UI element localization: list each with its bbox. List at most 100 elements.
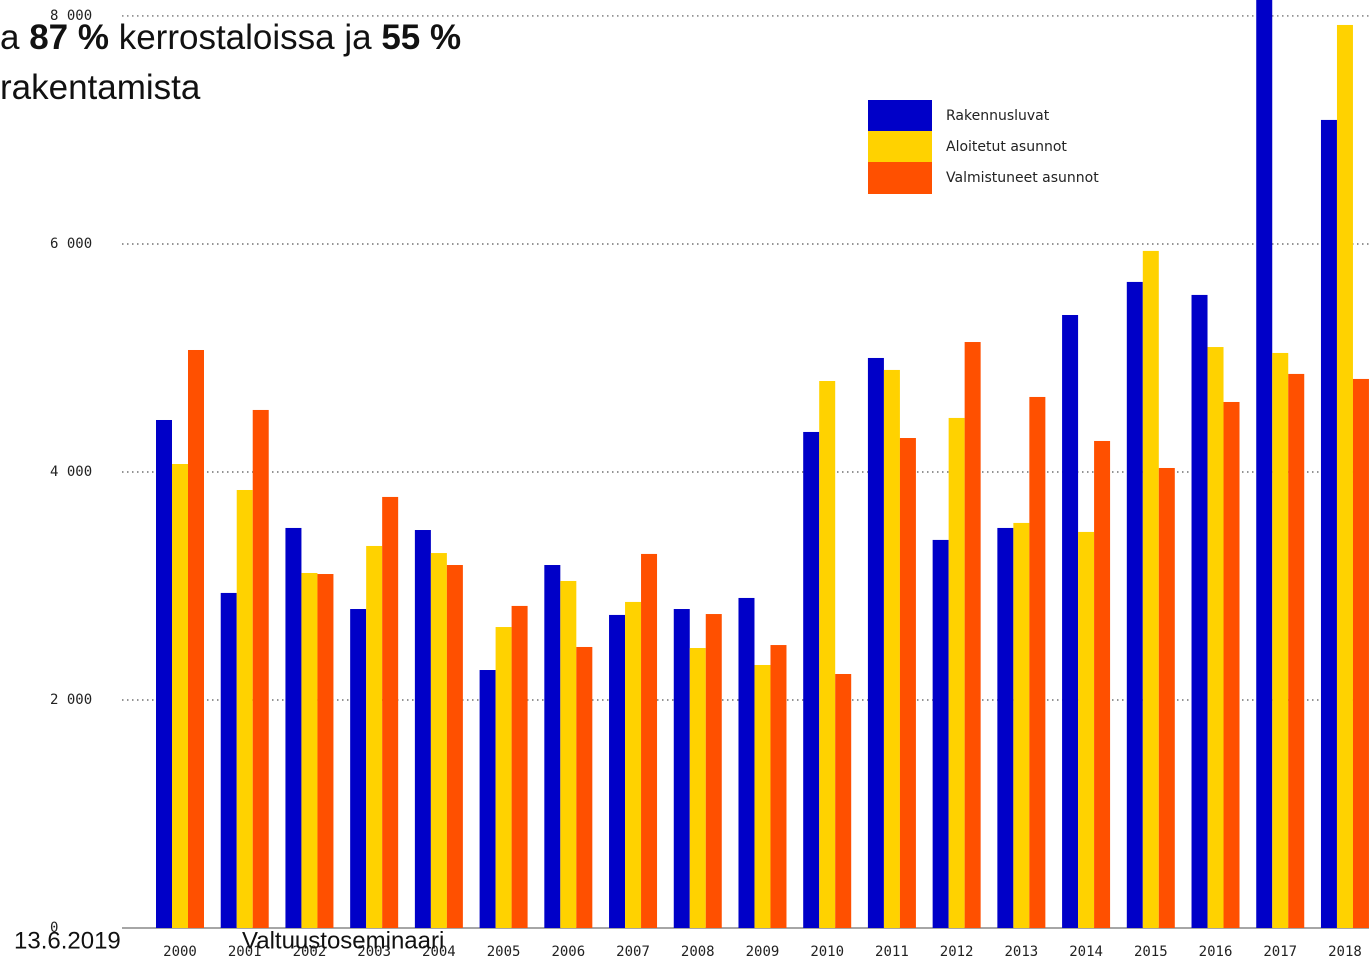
bar [673, 609, 690, 928]
bar [819, 381, 836, 928]
legend-label: Rakennusluvat [946, 108, 1050, 124]
x-tick-label: 2010 [810, 944, 844, 960]
x-tick-label: 2011 [875, 944, 909, 960]
y-tick-label: 2 000 [50, 692, 92, 708]
bar [172, 464, 188, 928]
bar [754, 664, 771, 928]
bar [1288, 373, 1305, 928]
bar [1320, 119, 1337, 928]
bar [1352, 378, 1369, 928]
legend-swatch [868, 131, 932, 163]
bar [803, 431, 820, 928]
title-part: rakentamista [0, 68, 201, 107]
labels: 0 2 000 4 000 6 000 8 000 2000 2001 2002 2003 200… [50, 8, 1362, 960]
bar [285, 527, 302, 928]
bar [899, 438, 916, 928]
x-tick-label: 2006 [551, 944, 585, 960]
bar [511, 605, 528, 928]
y-tick-label: 8 000 [50, 8, 92, 24]
legend-swatch [868, 100, 932, 132]
bar [414, 530, 431, 928]
bar [236, 489, 253, 928]
title-part: kerrostaloissa ja [109, 18, 381, 57]
x-tick-label: 2009 [746, 944, 780, 960]
bar [689, 648, 706, 928]
bar [1029, 396, 1046, 928]
x-tick-label: 2000 [163, 944, 197, 960]
bar [770, 645, 787, 928]
bar [560, 580, 577, 928]
x-tick-label: 2008 [681, 944, 715, 960]
bar [835, 673, 852, 928]
bar [641, 553, 658, 928]
x-tick-label: 2018 [1328, 944, 1362, 960]
footer-date: 13.6.2019 [14, 927, 121, 954]
title-part: a [0, 18, 29, 57]
bar [1078, 531, 1095, 928]
bar [576, 646, 593, 928]
legend-label: Aloitetut asunnot [946, 139, 1067, 155]
legend: Rakennusluvat Aloitetut asunnot Valmistune… [868, 100, 1099, 194]
title: a 87 % kerrostaloissa ja 55 % [0, 18, 461, 57]
x-tick-label: 2014 [1069, 944, 1103, 960]
y-tick-label: 4 000 [50, 464, 92, 480]
x-tick-label: 2003 [357, 944, 391, 960]
title-part: 87 % [29, 18, 109, 57]
bar [252, 409, 269, 928]
footer-event: Valtuustoseminaari [242, 927, 444, 954]
bar [705, 614, 722, 928]
x-tick-label: 2007 [616, 944, 650, 960]
x-tick-label: 2017 [1263, 944, 1297, 960]
bar [446, 565, 463, 928]
bars [156, 0, 1369, 928]
title: rakentamista [0, 68, 201, 107]
x-tick-label: 2005 [487, 944, 521, 960]
bar [1272, 352, 1289, 928]
bar [997, 527, 1014, 928]
x-tick-label: 2012 [940, 944, 974, 960]
x-tick-label: 2015 [1134, 944, 1168, 960]
bar [301, 572, 318, 928]
bar [1126, 281, 1143, 928]
bar [544, 565, 561, 928]
bar [964, 342, 981, 928]
bar [1223, 401, 1240, 928]
bar [1013, 522, 1030, 928]
bar [625, 601, 642, 928]
bar [1191, 294, 1208, 928]
bar [350, 609, 367, 928]
bar [738, 597, 755, 928]
y-tick-label: 6 000 [50, 236, 92, 252]
bar [932, 539, 949, 928]
title-part: 55 % [381, 18, 461, 57]
bar [883, 369, 900, 928]
bar [220, 592, 237, 928]
bar [382, 496, 399, 928]
bar [317, 574, 334, 928]
bar [1336, 24, 1353, 928]
bar [948, 417, 965, 928]
legend-label: Valmistuneet asunnot [946, 170, 1099, 186]
x-tick-label: 2013 [1005, 944, 1039, 960]
legend-swatch [868, 162, 932, 194]
bar [867, 357, 884, 928]
x-tick-label: 2004 [422, 944, 456, 960]
bar [188, 349, 204, 928]
bar [1094, 440, 1111, 928]
y-tick-label: 0 [50, 920, 58, 936]
bar [366, 545, 383, 928]
bar [1142, 250, 1159, 928]
bar [1207, 347, 1224, 928]
bar [1256, 0, 1273, 928]
x-tick-label: 2001 [228, 944, 262, 960]
x-tick-label: 2016 [1199, 944, 1233, 960]
bar [156, 419, 172, 928]
bar [1062, 314, 1079, 928]
bar [430, 553, 447, 928]
x-tick-label: 2002 [293, 944, 327, 960]
bar [1158, 467, 1175, 928]
bar [479, 670, 496, 928]
bar [495, 627, 512, 928]
